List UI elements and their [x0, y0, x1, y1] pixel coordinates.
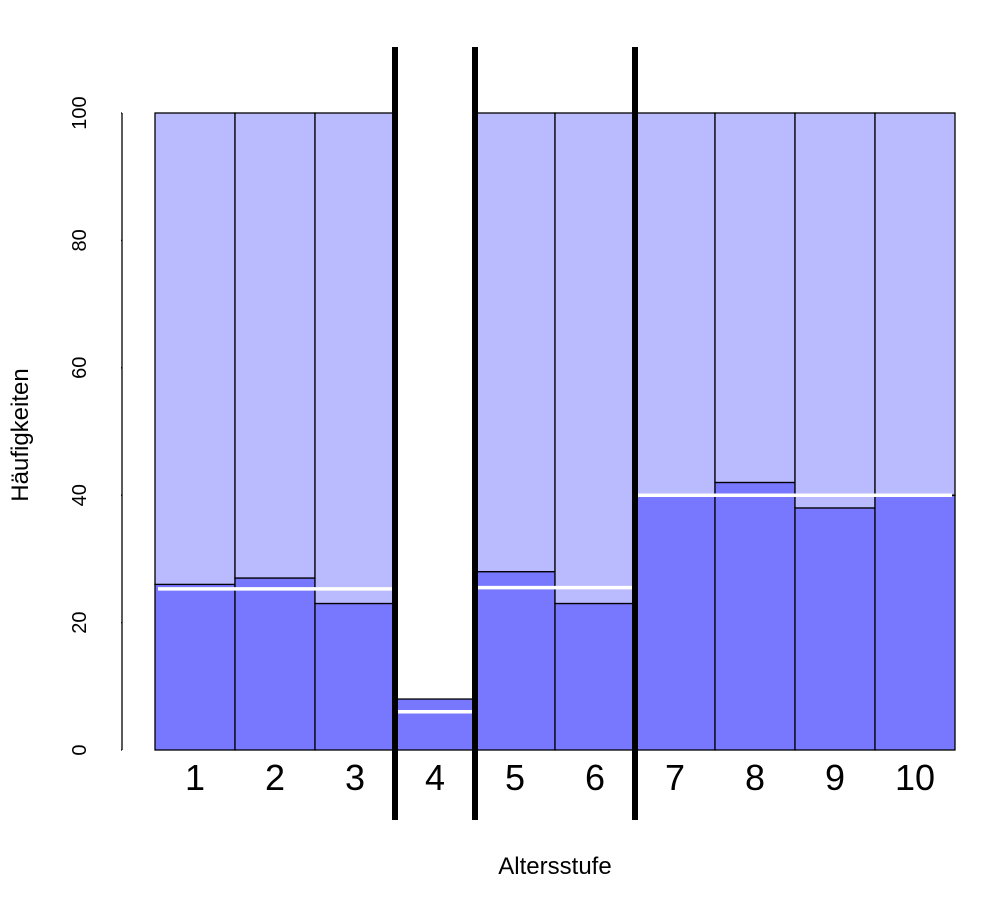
group-mean-lines [158, 493, 952, 714]
x-tick-label-3: 3 [345, 757, 365, 798]
bar-10-segment-2 [874, 112, 956, 496]
y-axis: 0 20 40 60 80 100 [69, 96, 123, 756]
bar-9-segment-1 [794, 507, 876, 751]
bar-1-segment-1 [154, 583, 236, 751]
x-tick-label-9: 9 [825, 757, 845, 798]
bar-7-segment-2 [634, 112, 716, 496]
bar-8-segment-1 [714, 481, 796, 751]
y-tick-label-20: 20 [69, 611, 91, 633]
bar-5-segment-2 [474, 112, 556, 573]
bar-10-segment-1 [874, 494, 956, 751]
x-axis-title: Altersstufe [498, 853, 611, 880]
x-tick-label-8: 8 [745, 757, 765, 798]
group-boundary-lines [392, 47, 638, 820]
bar-8-segment-2 [714, 112, 796, 484]
bar-1-segment-2 [154, 112, 236, 586]
bars [154, 112, 956, 751]
x-tick-label-1: 1 [185, 757, 205, 798]
y-tick-label-40: 40 [69, 484, 91, 506]
bar-2-segment-1 [234, 577, 316, 751]
bar-3-segment-1 [314, 602, 396, 751]
x-tick-label-2: 2 [265, 757, 285, 798]
bar-7-segment-1 [634, 494, 716, 751]
y-axis-title: Häufigkeiten [7, 368, 34, 501]
y-tick-label-0: 0 [69, 744, 91, 755]
bar-4-segment-1 [394, 698, 476, 751]
x-tick-labels: 1 2 3 4 5 6 7 8 9 10 [185, 757, 935, 798]
x-tick-label-5: 5 [505, 757, 525, 798]
x-tick-label-6: 6 [585, 757, 605, 798]
bar-2-segment-2 [234, 112, 316, 579]
bar-3-segment-2 [314, 112, 396, 605]
x-tick-label-7: 7 [665, 757, 685, 798]
bar-6-segment-2 [554, 112, 636, 605]
bar-9-segment-2 [794, 112, 876, 509]
y-tick-label-100: 100 [69, 96, 91, 129]
y-tick-label-60: 60 [69, 357, 91, 379]
bar-6-segment-1 [554, 602, 636, 751]
y-tick-label-80: 80 [69, 229, 91, 251]
x-tick-label-4: 4 [425, 757, 445, 798]
bar-5-segment-1 [474, 570, 556, 751]
x-tick-label-10: 10 [895, 757, 935, 798]
